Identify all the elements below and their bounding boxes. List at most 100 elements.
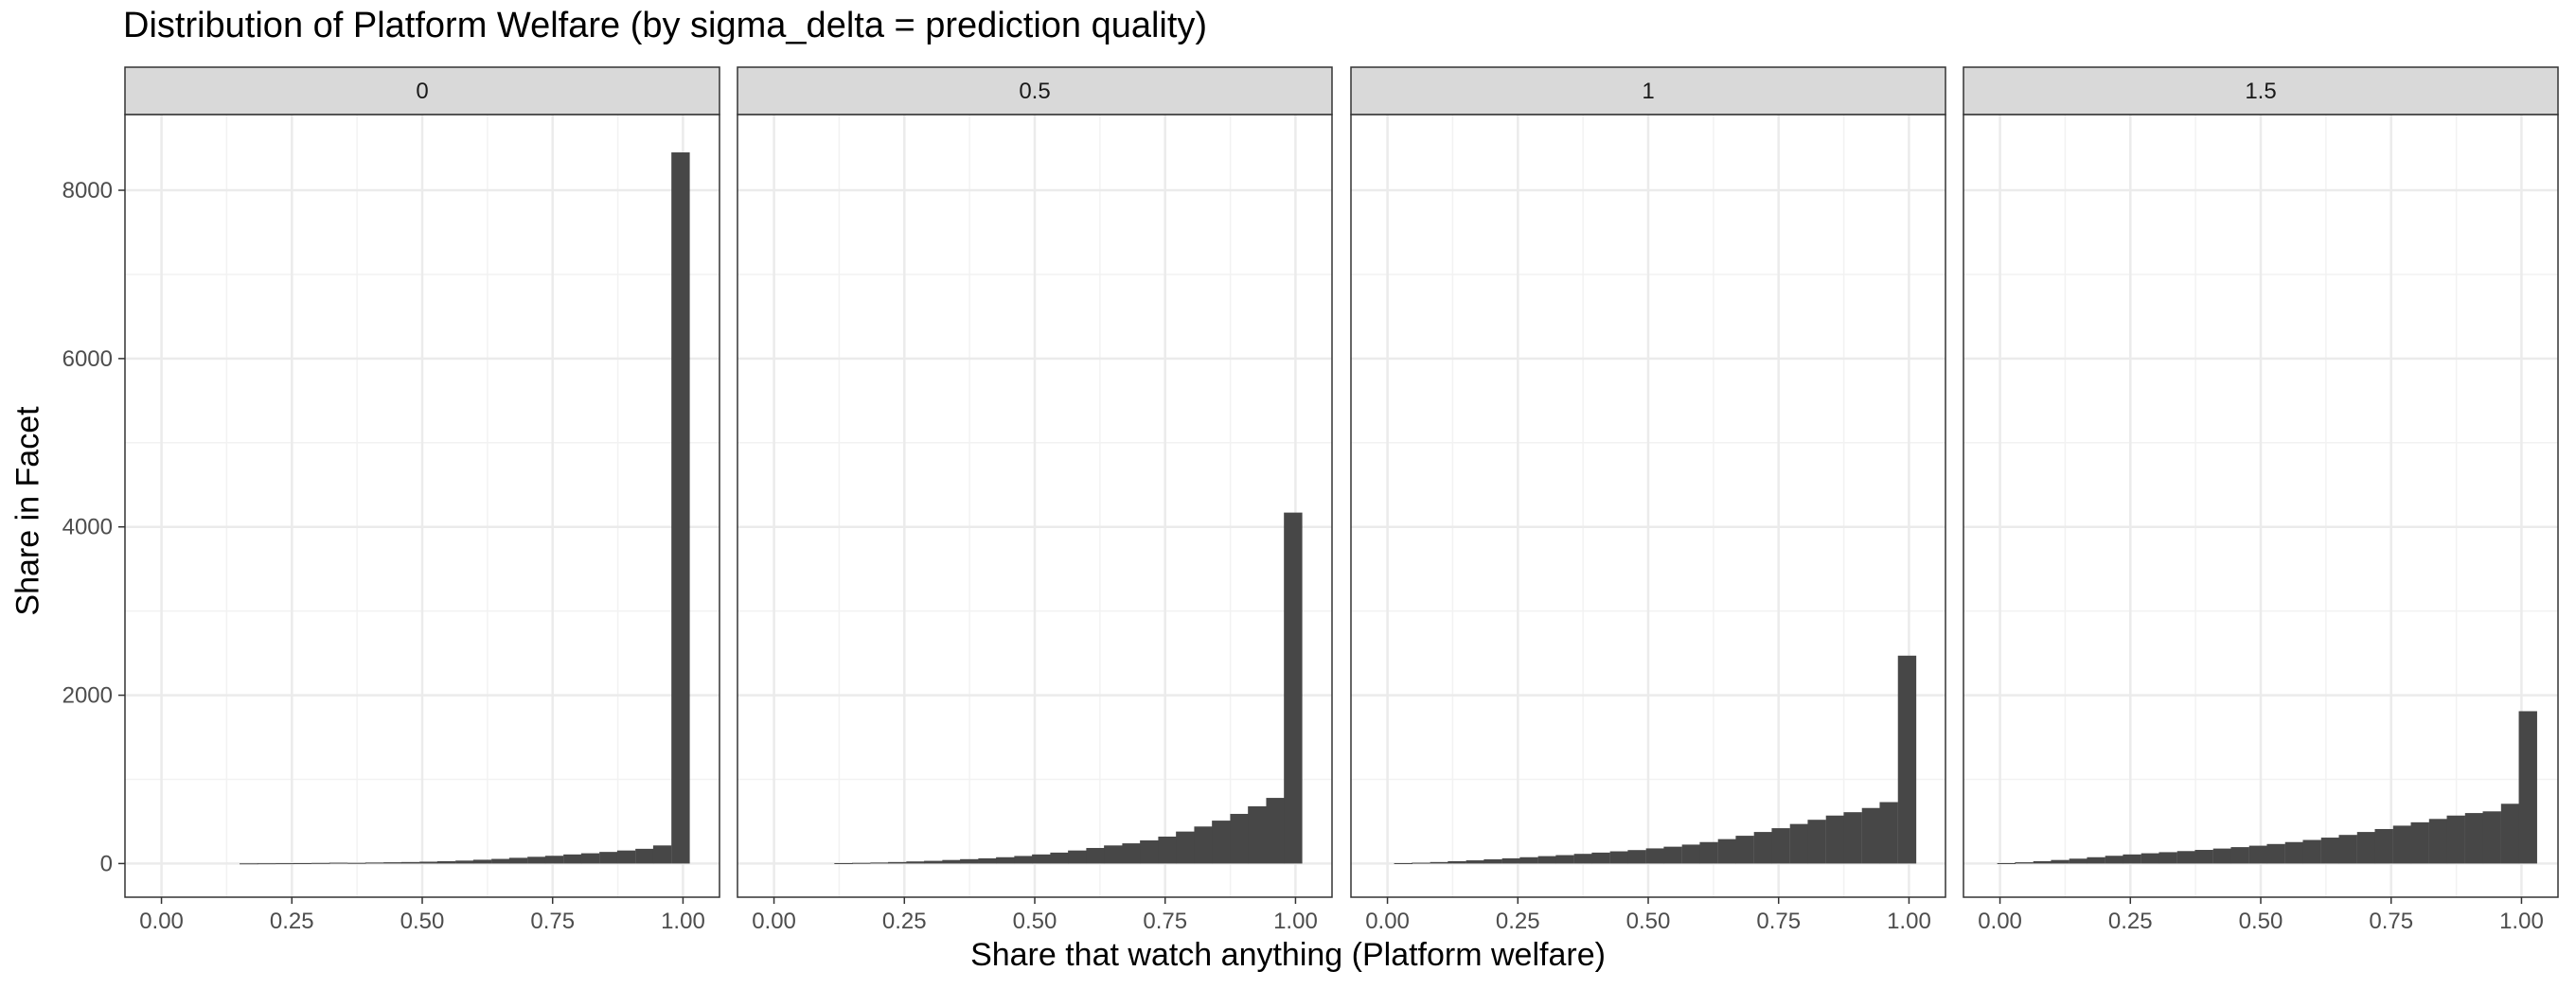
histogram-bar <box>1843 812 1862 864</box>
histogram-bar <box>1140 839 1159 864</box>
histogram-bar <box>1014 856 1033 864</box>
facet-strip <box>1350 66 1946 115</box>
histogram-bar <box>2320 838 2340 864</box>
histogram-bar <box>2410 821 2429 864</box>
histogram-bar <box>1555 855 1574 864</box>
histogram-bar <box>1501 857 1521 864</box>
histogram-bar <box>1466 860 1485 864</box>
histogram-bar <box>671 152 690 864</box>
x-tick-label: 0.75 <box>1143 909 1187 934</box>
y-tick-label: 0 <box>100 851 113 876</box>
histogram-bar <box>2051 859 2070 864</box>
histogram-bar <box>2159 852 2177 864</box>
histogram-bar <box>544 856 564 864</box>
histogram-bar <box>1645 848 1665 864</box>
x-tick-label: 0.75 <box>530 909 575 934</box>
x-tick-label: 0.25 <box>2108 909 2153 934</box>
histogram-bar <box>870 862 889 864</box>
x-tick-label: 0.75 <box>1756 909 1801 934</box>
histogram-bar <box>2374 828 2393 864</box>
histogram-bar <box>635 848 654 864</box>
histogram-bar <box>1412 862 1430 864</box>
x-tick-label: 1.00 <box>1887 909 1931 934</box>
histogram-bar <box>1104 845 1123 864</box>
histogram-bar <box>1430 861 1449 864</box>
histogram-bar <box>2338 835 2357 864</box>
histogram-bar <box>311 862 330 864</box>
x-tick-label: 0.75 <box>2369 909 2413 934</box>
histogram-bar <box>2176 851 2196 864</box>
histogram-bar <box>1086 847 1105 864</box>
histogram-bar <box>2464 813 2484 864</box>
histogram-bar <box>652 845 672 864</box>
y-tick-label: 8000 <box>62 178 113 203</box>
histogram-bar <box>616 850 636 864</box>
histogram-bar <box>472 859 492 864</box>
histogram-bar <box>2266 843 2285 864</box>
y-tick-label: 4000 <box>62 515 113 540</box>
histogram-bar <box>2446 815 2465 864</box>
y-tick-label: 6000 <box>62 346 113 372</box>
histogram-bar <box>1897 655 1917 864</box>
histogram-bar <box>2105 856 2124 864</box>
histogram-bar <box>852 862 871 864</box>
histogram-bar <box>1537 856 1557 864</box>
histogram-bar <box>1122 843 1141 864</box>
histogram-bar <box>2141 853 2160 864</box>
x-tick-label: 0.25 <box>1496 909 1540 934</box>
chart-title: Distribution of Platform Welfare (by sig… <box>123 6 1208 45</box>
histogram-bar <box>383 862 402 864</box>
x-tick-label: 0.50 <box>2239 909 2283 934</box>
histogram-bar <box>580 853 600 864</box>
histogram-bar <box>1483 858 1502 864</box>
histogram-bar <box>400 861 420 864</box>
histogram-bar <box>1735 836 1754 864</box>
histogram-bar <box>1663 846 1682 864</box>
histogram-bar <box>834 862 853 864</box>
facet-strip <box>124 66 720 115</box>
x-tick-label: 0.25 <box>270 909 314 934</box>
histogram-bar <box>419 861 438 864</box>
histogram-bar <box>1717 839 1737 864</box>
histogram-bar <box>1158 836 1177 864</box>
histogram-bar <box>257 863 276 865</box>
histogram-bar <box>996 857 1015 864</box>
x-tick-label: 0.25 <box>882 909 927 934</box>
histogram-bar <box>1591 852 1610 864</box>
histogram-bar <box>2194 850 2213 864</box>
facet-strip-label: 0.5 <box>1019 79 1050 104</box>
histogram-bar <box>563 854 582 864</box>
x-tick-label: 0.50 <box>400 909 445 934</box>
y-tick-label: 2000 <box>62 683 113 709</box>
x-tick-label: 1.00 <box>2499 909 2544 934</box>
histogram-bar <box>329 862 348 864</box>
x-tick-label: 0.00 <box>1978 909 2022 934</box>
histogram-bar <box>924 860 943 864</box>
histogram-bar <box>2069 858 2088 864</box>
histogram-bar <box>2500 804 2520 864</box>
histogram-bar <box>1997 862 2016 864</box>
histogram-bar <box>1609 851 1629 864</box>
histogram-bar <box>2230 847 2249 864</box>
histogram-bar <box>2482 811 2501 864</box>
histogram-bar <box>1807 820 1826 864</box>
histogram-bar <box>436 860 456 864</box>
histogram-bar <box>1284 512 1303 864</box>
histogram-bar <box>1861 807 1881 864</box>
y-axis-title: Share in Facet <box>9 406 46 616</box>
histogram-bar <box>1519 857 1538 864</box>
histogram-bar <box>1627 850 1646 864</box>
histogram-bar <box>2302 839 2321 864</box>
histogram-bar <box>1789 823 1809 864</box>
histogram-bar <box>347 862 366 864</box>
histogram-bar <box>1032 854 1051 864</box>
histogram-bar <box>2015 862 2034 864</box>
histogram-bar <box>1068 850 1087 864</box>
facet-strip <box>737 66 1333 115</box>
x-tick-label: 0.50 <box>1013 909 1057 934</box>
x-tick-label: 0.00 <box>752 909 796 934</box>
histogram-bar <box>455 860 474 864</box>
histogram-bar <box>293 862 312 864</box>
histogram-bar <box>2284 841 2304 864</box>
histogram-bar <box>1573 854 1593 864</box>
